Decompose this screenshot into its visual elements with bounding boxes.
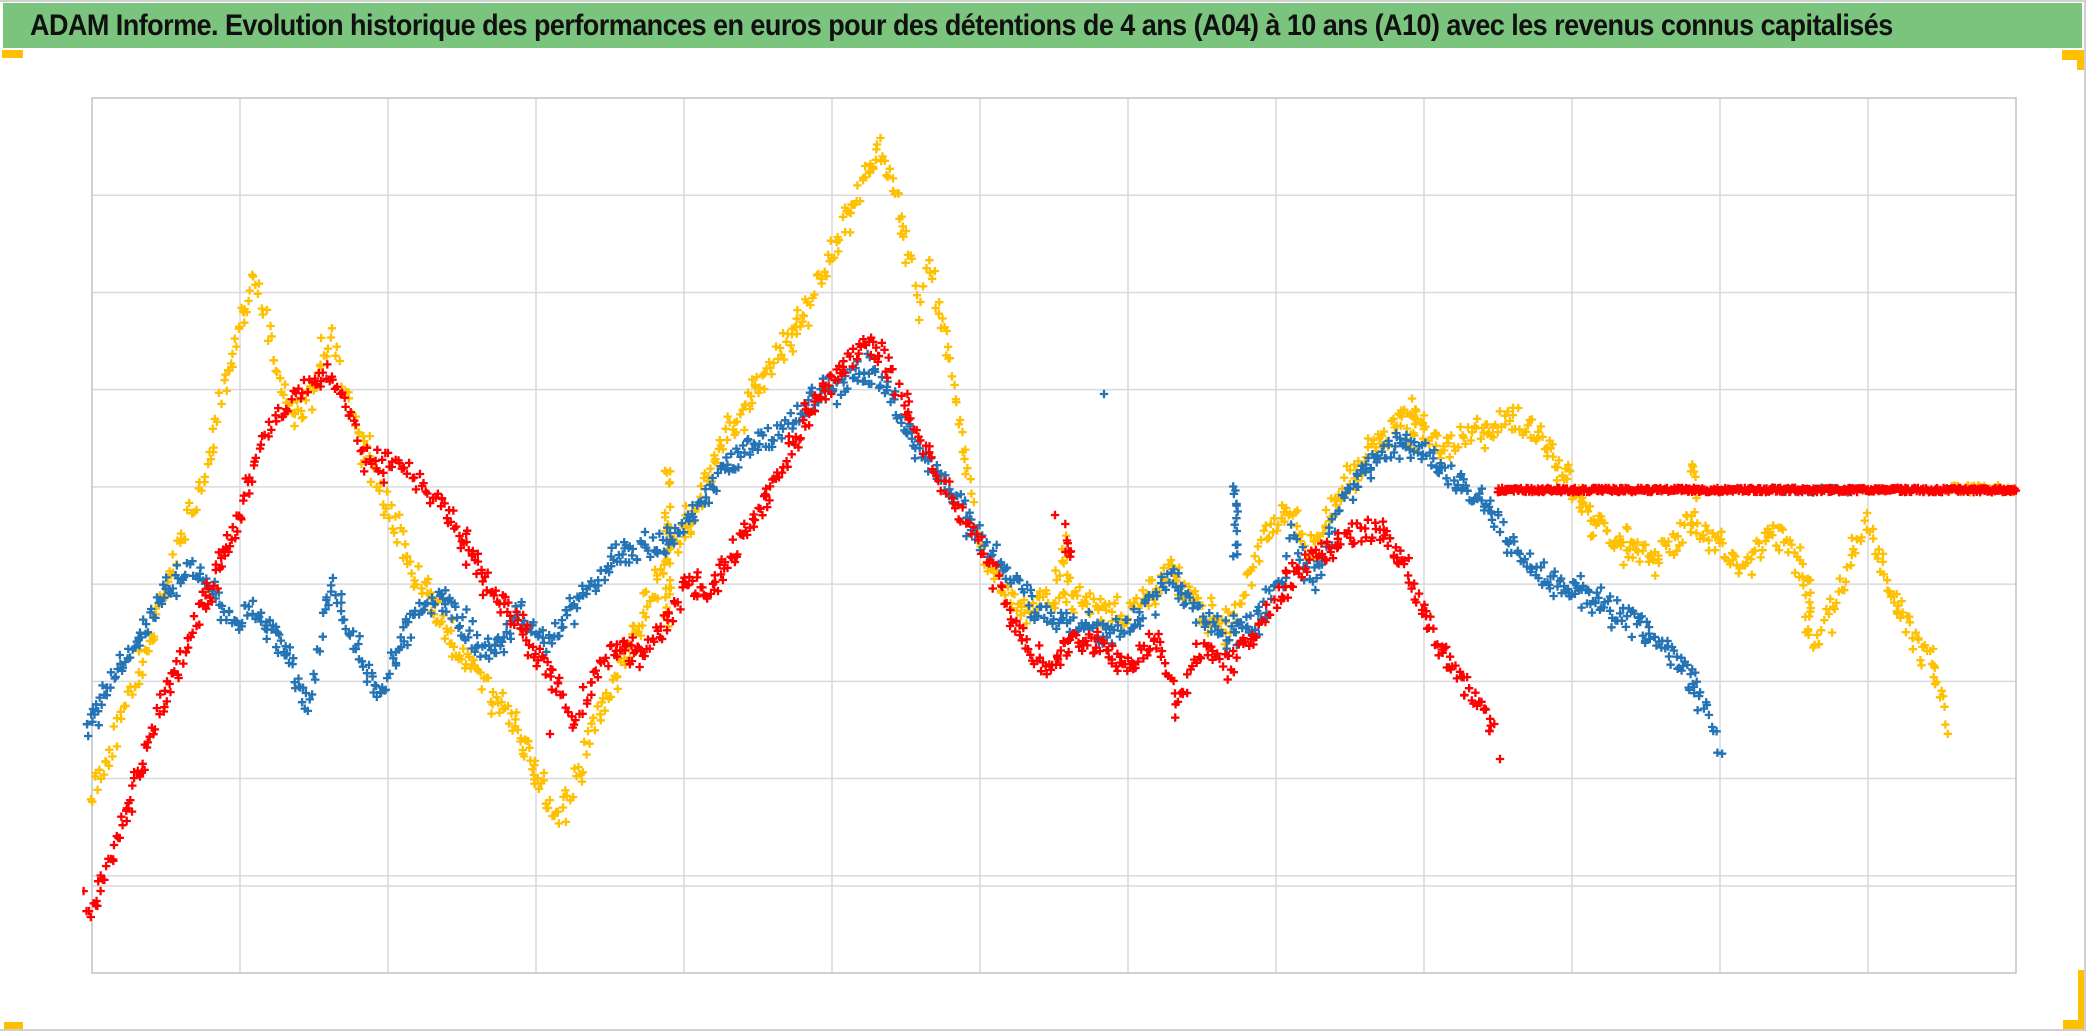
- accent-bottom-left: [4, 1022, 23, 1029]
- page-title: ADAM Informe. Evolution historique des p…: [30, 8, 1893, 42]
- accent-bottom-right-h: [2063, 1020, 2084, 1029]
- accent-top-left: [2, 50, 23, 58]
- accent-top-right-v: [2077, 50, 2084, 70]
- accent-bottom-right-v: [2078, 970, 2084, 1029]
- title-bar: ADAM Informe. Evolution historique des p…: [3, 3, 2082, 48]
- accent-top-right-h: [2062, 50, 2084, 60]
